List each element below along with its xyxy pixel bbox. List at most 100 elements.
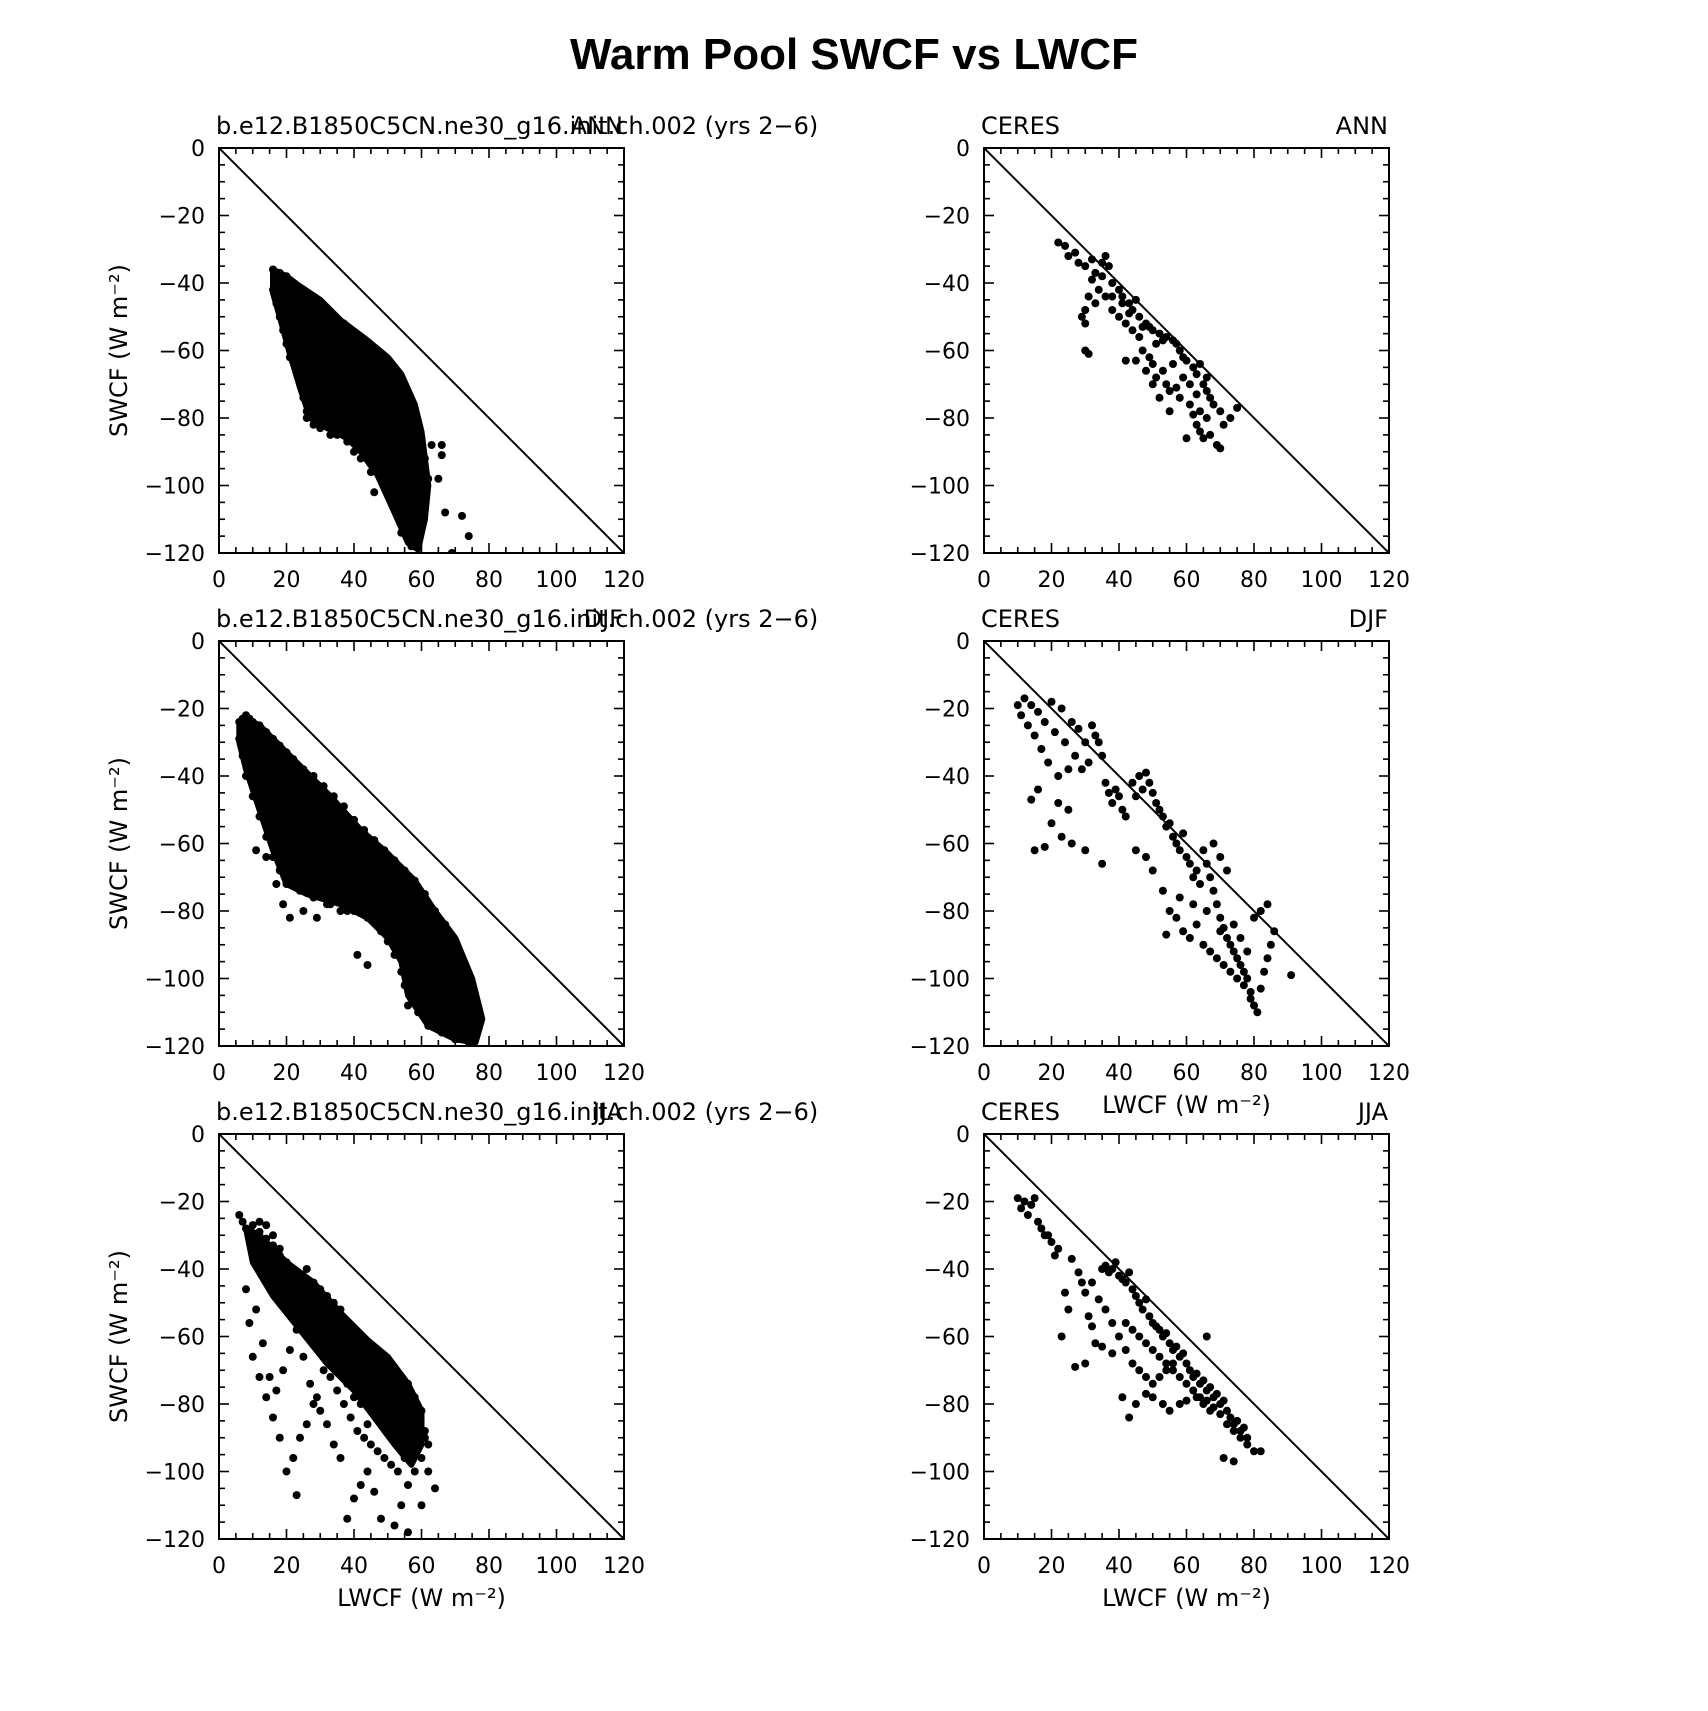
data-point [292, 1325, 301, 1334]
y-tick-label: −40 [159, 1258, 205, 1283]
data-point [1165, 819, 1174, 828]
data-point [393, 387, 402, 395]
data-point [285, 785, 294, 794]
panel-left-title: CERES [981, 605, 1060, 633]
data-point [235, 1211, 244, 1219]
data-point [272, 880, 281, 888]
data-point [1155, 1352, 1164, 1361]
data-point [262, 1234, 271, 1243]
data-point [400, 866, 409, 875]
data-point [400, 407, 409, 416]
data-point [366, 1359, 375, 1368]
data-point [258, 1339, 267, 1348]
data-point [1260, 967, 1269, 976]
data-point [387, 1460, 396, 1469]
data-point [329, 1298, 338, 1307]
data-point [296, 1433, 304, 1442]
data-point [1138, 785, 1147, 794]
data-point [1169, 832, 1177, 841]
data-layer [984, 148, 1389, 553]
data-point [1091, 299, 1100, 308]
data-point [1121, 319, 1130, 328]
data-point [1040, 718, 1049, 726]
data-point [1175, 1373, 1184, 1381]
data-point [329, 312, 338, 321]
data-point [1182, 1359, 1191, 1368]
data-point [1189, 1386, 1198, 1395]
data-point [252, 1238, 261, 1246]
data-point [312, 913, 321, 922]
x-tick-label: 20 [1038, 1061, 1066, 1086]
data-point [370, 1487, 379, 1496]
data-point [353, 1346, 362, 1354]
data-point [316, 380, 325, 389]
data-point [1179, 927, 1188, 936]
data-point [1202, 1332, 1211, 1341]
data-point [333, 1386, 342, 1395]
data-point [1115, 792, 1123, 801]
y-tick-label: −80 [924, 1393, 970, 1418]
data-point [360, 360, 369, 368]
data-point [255, 1373, 264, 1381]
data-point [292, 1491, 301, 1500]
x-tick-label: 120 [1368, 1061, 1410, 1086]
data-point [410, 414, 419, 422]
data-point [326, 1373, 335, 1381]
y-tick-label: −20 [159, 698, 205, 723]
data-point [1030, 846, 1039, 855]
data-point [1054, 799, 1063, 807]
data-point [248, 792, 257, 801]
data-point [1064, 805, 1073, 814]
x-tick-label: 120 [1368, 568, 1410, 593]
data-point [1175, 1400, 1184, 1408]
y-tick-label: −40 [924, 1258, 970, 1283]
data-point [1192, 920, 1201, 929]
data-point [1061, 1288, 1069, 1297]
y-tick-label: −100 [910, 1461, 970, 1486]
data-point [1054, 238, 1063, 247]
data-point [1135, 1298, 1144, 1307]
data-point [383, 474, 392, 483]
data-point [1155, 805, 1164, 814]
data-point [309, 420, 318, 429]
data-point [1206, 1383, 1215, 1392]
data-point [316, 1285, 325, 1294]
x-tick-label: 0 [212, 1554, 226, 1579]
data-point [417, 434, 426, 443]
data-point [248, 1352, 257, 1361]
data-point [1128, 1325, 1137, 1334]
plot-frame [983, 147, 1390, 554]
data-point [1172, 913, 1181, 922]
data-point [296, 1271, 304, 1280]
x-tick-label: 80 [475, 1061, 503, 1086]
data-point [242, 772, 250, 780]
data-point [1020, 1197, 1029, 1206]
data-point [1209, 839, 1218, 848]
plot-frame [983, 640, 1390, 1047]
data-point [1108, 306, 1117, 314]
data-point [1027, 701, 1036, 710]
data-point [333, 393, 342, 402]
x-tick-label: 40 [340, 1554, 368, 1579]
y-tick-label: −100 [910, 475, 970, 500]
panel-left-title: b.e12.B1850C5CN.ne30_g16.init.ch.002 (yr… [216, 1098, 818, 1126]
data-point [1206, 947, 1215, 956]
data-point [397, 1373, 406, 1381]
data-point [437, 441, 446, 449]
x-tick-label: 60 [1173, 1554, 1201, 1579]
x-tick-label: 20 [273, 1061, 301, 1086]
data-point [312, 1305, 321, 1314]
data-point [1148, 326, 1157, 335]
data-point [1091, 731, 1100, 740]
y-tick-label: −100 [145, 968, 205, 993]
data-point [1098, 272, 1107, 281]
data-point [1196, 360, 1204, 368]
data-point [329, 880, 338, 888]
data-point [373, 1366, 382, 1375]
panel-right-title: ANN [1336, 112, 1388, 140]
data-point [397, 1427, 406, 1435]
data-point [1067, 718, 1076, 726]
data-point [410, 876, 419, 885]
data-point [1192, 420, 1201, 429]
data-point [326, 430, 335, 439]
